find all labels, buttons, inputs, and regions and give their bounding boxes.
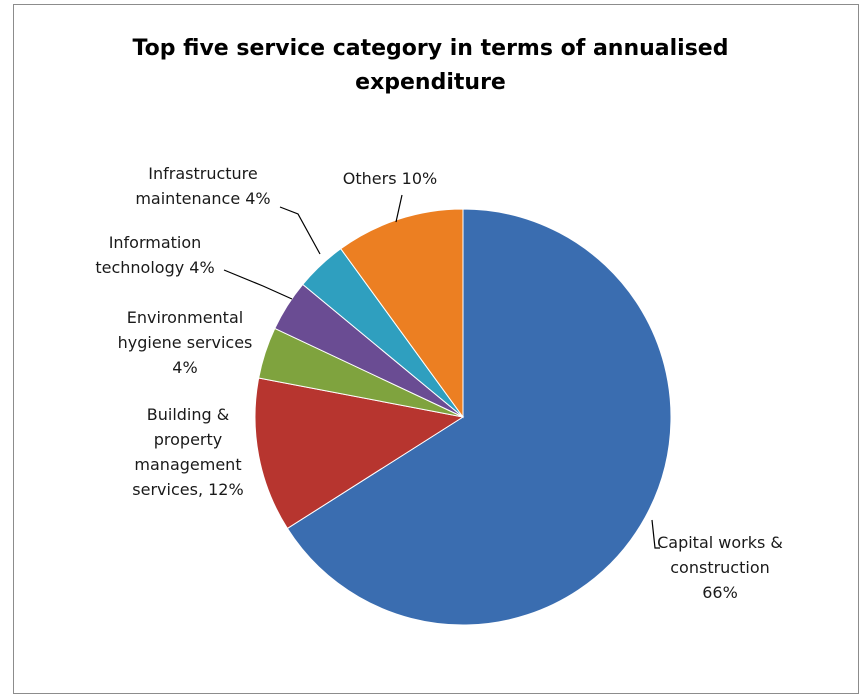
slice-label: Information technology 4% [95, 233, 214, 277]
chart-title-line-1: Top five service category in terms of an… [132, 36, 729, 61]
leader-line [395, 194, 403, 223]
pie-slice [340, 208, 464, 419]
chart-title-line-2: expenditure [355, 70, 506, 95]
pie-slice [286, 208, 672, 626]
leader-line [279, 206, 321, 255]
leader-line [223, 269, 293, 300]
slice-label: Capital works & construction 66% [657, 533, 783, 602]
slice-label: Environmental hygiene services 4% [118, 308, 253, 377]
slice-label: Building & property management services, 12… [132, 405, 243, 499]
pie-chart: Capital works & construction 66% Building &… [95, 164, 783, 626]
chart-title: Top five service category in terms of an… [0, 32, 861, 100]
leader-line [651, 519, 660, 549]
pie-slice [254, 377, 465, 530]
slice-label: Others 10% [343, 169, 437, 188]
slice-label: Infrastructure maintenance 4% [135, 164, 270, 208]
